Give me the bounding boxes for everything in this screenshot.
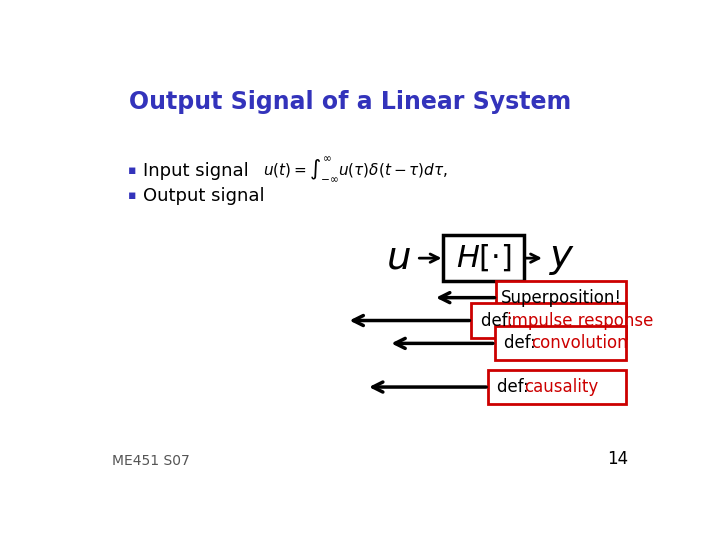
- Text: ME451 S07: ME451 S07: [112, 454, 190, 468]
- Text: ▪: ▪: [128, 164, 137, 177]
- Text: def:: def:: [481, 312, 518, 329]
- Text: def:: def:: [498, 378, 534, 396]
- Text: def:: def:: [504, 334, 541, 353]
- Text: Input signal: Input signal: [143, 162, 249, 180]
- Text: $H[\cdot]$: $H[\cdot]$: [456, 242, 511, 274]
- FancyBboxPatch shape: [495, 326, 626, 360]
- Text: Superposition!: Superposition!: [500, 289, 621, 307]
- Text: causality: causality: [524, 378, 598, 396]
- Text: impulse response: impulse response: [508, 312, 654, 329]
- Text: $u$: $u$: [386, 240, 411, 276]
- Text: 14: 14: [608, 450, 629, 468]
- Text: Output signal: Output signal: [143, 187, 265, 205]
- Text: Output Signal of a Linear System: Output Signal of a Linear System: [129, 90, 571, 114]
- Text: ▪: ▪: [128, 190, 137, 202]
- Text: convolution: convolution: [531, 334, 627, 353]
- FancyBboxPatch shape: [496, 281, 626, 315]
- FancyBboxPatch shape: [471, 303, 626, 338]
- Text: $y$: $y$: [549, 240, 575, 276]
- FancyBboxPatch shape: [488, 370, 626, 404]
- Text: $u(t) = \int_{-\infty}^{\infty} u(\tau)\delta(t-\tau)d\tau,$: $u(t) = \int_{-\infty}^{\infty} u(\tau)\…: [263, 156, 448, 185]
- FancyBboxPatch shape: [444, 235, 524, 281]
